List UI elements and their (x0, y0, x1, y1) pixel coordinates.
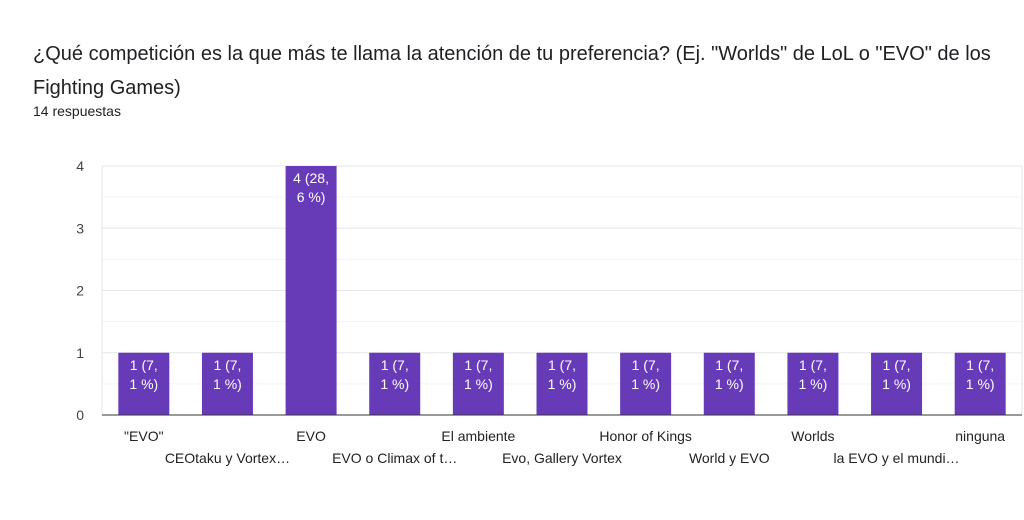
y-tick-label: 0 (76, 407, 84, 423)
data-label: 1 %) (129, 376, 158, 392)
bar (369, 352, 421, 415)
x-tick-label: World y EVO (689, 450, 770, 466)
data-label: 4 (28, (293, 170, 329, 186)
x-tick-label: Evo, Gallery Vortex (502, 450, 622, 466)
data-label: 1 %) (799, 376, 828, 392)
x-tick-label: EVO (296, 428, 326, 444)
bar (871, 352, 923, 415)
x-tick-label: EVO o Climax of t… (332, 450, 457, 466)
data-label: 6 %) (297, 189, 326, 205)
x-tick-label: CEOtaku y Vortex… (165, 450, 290, 466)
data-label: 1 %) (966, 376, 995, 392)
bar (954, 352, 1006, 415)
x-tick-label: El ambiente (441, 428, 515, 444)
bar (285, 166, 337, 415)
data-label: 1 (7, (464, 357, 492, 373)
data-label: 1 (7, (966, 357, 994, 373)
data-label: 1 %) (631, 376, 660, 392)
bar (536, 352, 588, 415)
y-tick-label: 4 (76, 158, 84, 174)
bar (703, 352, 755, 415)
data-label: 1 (7, (715, 357, 743, 373)
data-label: 1 (7, (548, 357, 576, 373)
data-label: 1 (7, (130, 357, 158, 373)
x-tick-label: ninguna (955, 428, 1005, 444)
data-label: 1 (7, (381, 357, 409, 373)
data-label: 1 %) (882, 376, 911, 392)
response-count: 14 respuestas (33, 103, 121, 119)
x-tick-label: Honor of Kings (599, 428, 692, 444)
data-label: 1 %) (380, 376, 409, 392)
data-label: 1 (7, (883, 357, 911, 373)
data-label: 1 %) (464, 376, 493, 392)
y-tick-label: 2 (76, 283, 84, 299)
bar (620, 352, 672, 415)
x-tick-label: la EVO y el mundi… (834, 450, 960, 466)
data-label: 1 %) (715, 376, 744, 392)
chart-title: ¿Qué competición es la que más te llama … (33, 43, 991, 99)
data-label: 1 (7, (213, 357, 241, 373)
y-tick-label: 1 (76, 345, 84, 361)
data-label: 1 %) (548, 376, 577, 392)
bar (452, 352, 504, 415)
y-tick-label: 3 (76, 220, 84, 236)
data-label: 1 (7, (799, 357, 827, 373)
x-tick-label: Worlds (791, 428, 834, 444)
x-tick-label: "EVO" (124, 428, 164, 444)
data-label: 1 %) (213, 376, 242, 392)
bar (787, 352, 839, 415)
data-label: 1 (7, (632, 357, 660, 373)
bar (118, 352, 170, 415)
bar (201, 352, 253, 415)
